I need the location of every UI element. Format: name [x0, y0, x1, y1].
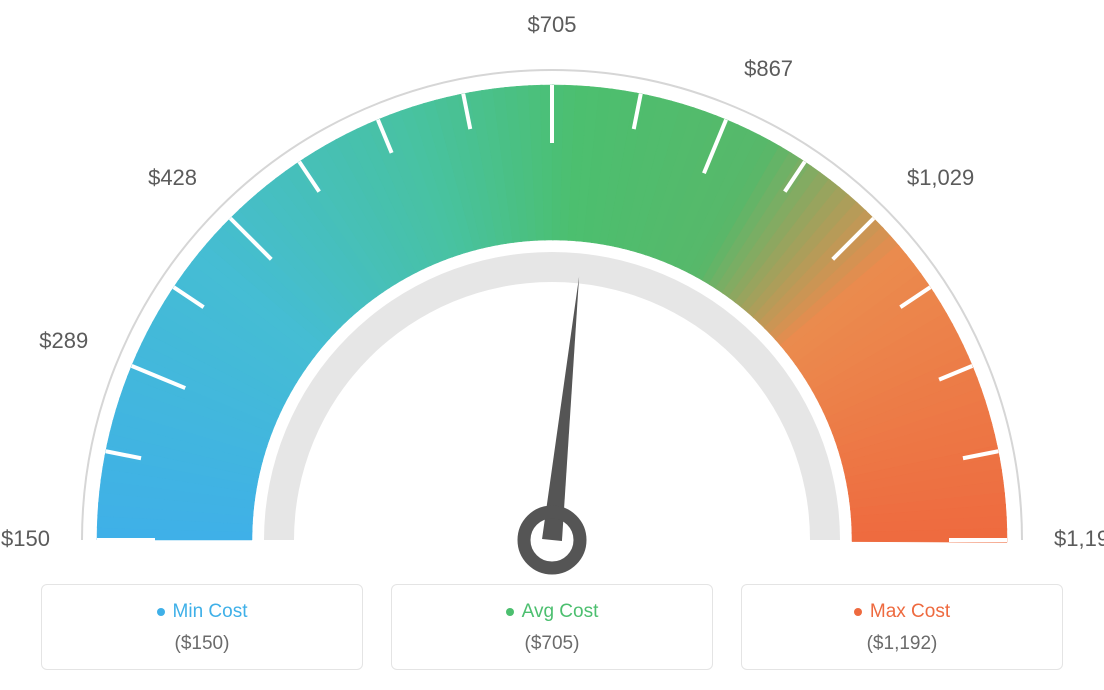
legend-title-text: Max Cost	[870, 601, 950, 623]
legend-card: Avg Cost ($705)	[391, 584, 713, 670]
tick-label: $428	[148, 165, 197, 190]
gauge-svg: $150 $289 $428 $705 $867 $1,029 $1,192	[0, 0, 1104, 580]
tick-label: $705	[528, 12, 577, 37]
tick-label: $150	[1, 526, 50, 551]
legend-title: Max Cost	[854, 601, 950, 623]
tick-label: $1,029	[907, 165, 974, 190]
tick-label: $867	[744, 56, 793, 81]
cost-gauge-chart: $150 $289 $428 $705 $867 $1,029 $1,192 Min Cos…	[0, 0, 1104, 690]
legend-dot-icon	[157, 608, 165, 616]
legend-title-text: Avg Cost	[522, 601, 599, 623]
legend-row: Min Cost ($150) Avg Cost ($705) Max Cost…	[0, 584, 1104, 670]
tick-label: $1,192	[1054, 526, 1104, 551]
legend-dot-icon	[854, 608, 862, 616]
legend-title: Min Cost	[157, 601, 248, 623]
legend-card: Max Cost ($1,192)	[741, 584, 1063, 670]
needle	[542, 276, 579, 541]
legend-value: ($150)	[52, 633, 352, 655]
tick-label: $289	[39, 328, 88, 353]
legend-value: ($1,192)	[752, 633, 1052, 655]
legend-value: ($705)	[402, 633, 702, 655]
legend-dot-icon	[506, 608, 514, 616]
legend-title-text: Min Cost	[173, 601, 248, 623]
legend-title: Avg Cost	[506, 601, 599, 623]
legend-card: Min Cost ($150)	[41, 584, 363, 670]
